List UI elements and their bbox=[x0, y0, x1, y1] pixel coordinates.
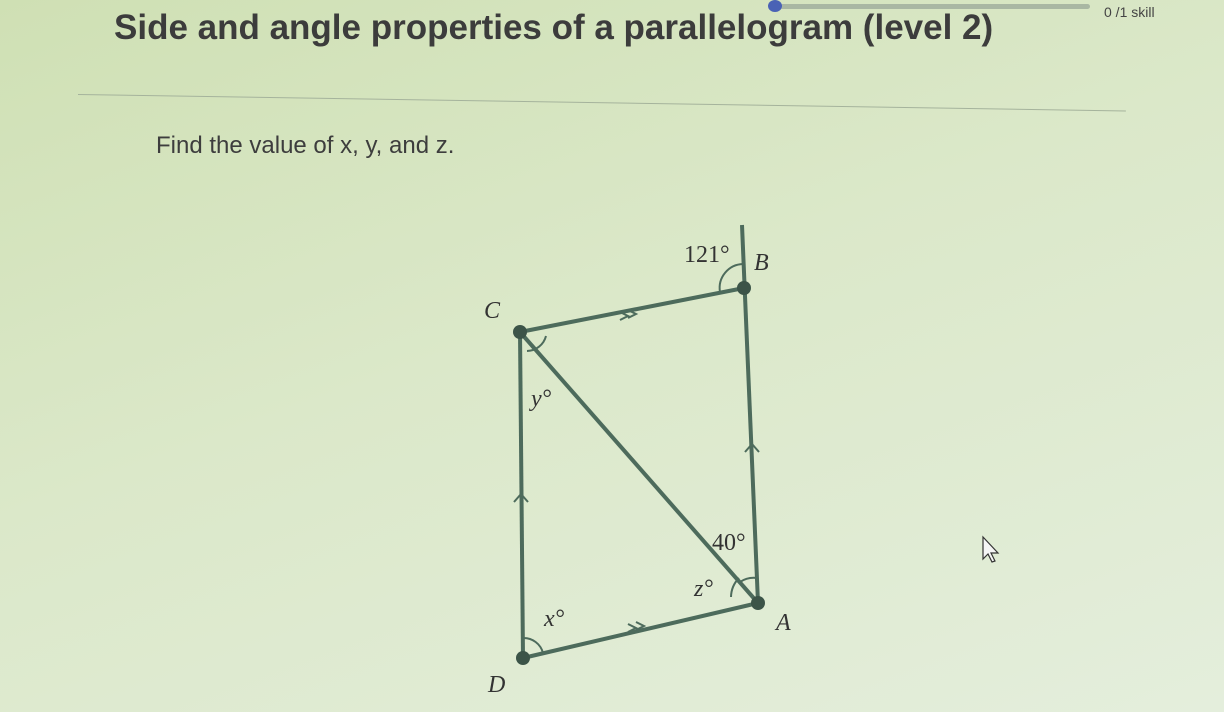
angle-label: y° bbox=[529, 386, 552, 412]
vertex-label: C bbox=[484, 298, 501, 324]
vertex-label: B bbox=[754, 250, 769, 276]
mouse-cursor bbox=[982, 535, 1000, 563]
angle-label: 121° bbox=[684, 242, 730, 268]
question-prompt: Find the value of x, y, and z. bbox=[156, 132, 455, 159]
angle-label: x° bbox=[543, 606, 565, 632]
vertex-label: D bbox=[487, 672, 505, 698]
angle-label: 40° bbox=[712, 530, 746, 556]
progress-bar bbox=[780, 4, 1090, 9]
angle-label: z° bbox=[693, 576, 713, 602]
progress-indicator bbox=[768, 0, 782, 12]
title: Side and angle properties of a parallelo… bbox=[114, 8, 994, 47]
vertex-label: A bbox=[774, 610, 791, 636]
progress-text: 0 /1 skill bbox=[1104, 4, 1155, 20]
